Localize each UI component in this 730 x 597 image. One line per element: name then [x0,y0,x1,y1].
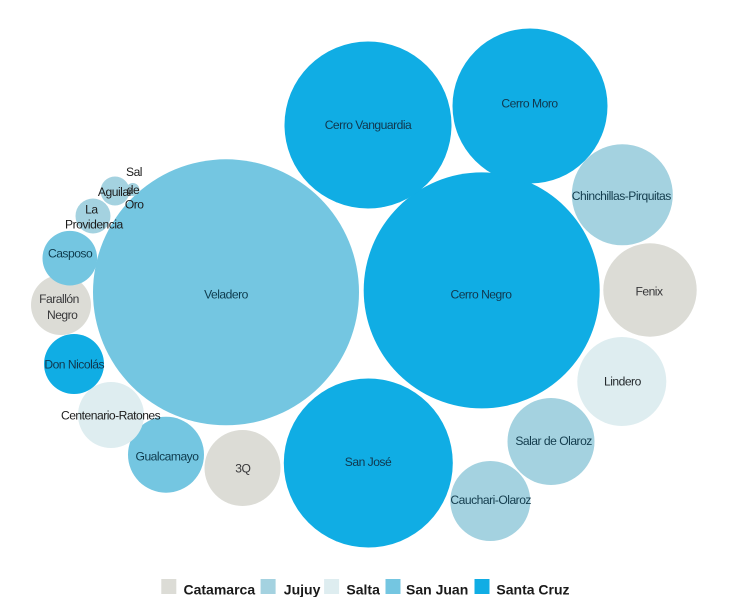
svg-text:Fenix: Fenix [635,285,663,299]
svg-text:Cauchari-Olaroz: Cauchari-Olaroz [450,493,531,507]
svg-text:Gualcamayo: Gualcamayo [136,449,200,463]
svg-text:Casposo: Casposo [48,247,93,261]
svg-text:San José: San José [345,455,392,469]
svg-text:Cerro Moro: Cerro Moro [501,97,558,111]
svg-text:Oro: Oro [125,198,144,212]
svg-text:Salta: Salta [346,582,380,597]
svg-text:Santa Cruz: Santa Cruz [496,582,569,597]
svg-text:Veladero: Veladero [204,287,249,301]
svg-text:Negro: Negro [47,308,78,322]
svg-text:Jujuy: Jujuy [284,582,321,597]
svg-text:Cerro Vanguardia: Cerro Vanguardia [325,118,412,132]
svg-text:Chinchillas-Pirquitas: Chinchillas-Pirquitas [572,189,672,203]
svg-text:Farallón: Farallón [39,292,79,306]
svg-text:La: La [85,203,98,217]
svg-text:San Juan: San Juan [406,582,468,597]
svg-text:Don Nicolás: Don Nicolás [44,357,104,371]
svg-text:3Q: 3Q [235,461,250,475]
svg-text:Cerro Negro: Cerro Negro [450,287,512,301]
svg-text:Aguilar: Aguilar [98,185,133,199]
svg-text:Sal: Sal [126,165,142,179]
svg-text:Centenario-Ratones: Centenario-Ratones [61,409,161,423]
svg-text:Salar de Olaroz: Salar de Olaroz [515,434,592,448]
svg-text:Catamarca: Catamarca [184,582,256,597]
svg-text:Lindero: Lindero [604,374,642,388]
svg-text:de: de [127,183,140,197]
svg-text:Providencia: Providencia [65,218,123,232]
